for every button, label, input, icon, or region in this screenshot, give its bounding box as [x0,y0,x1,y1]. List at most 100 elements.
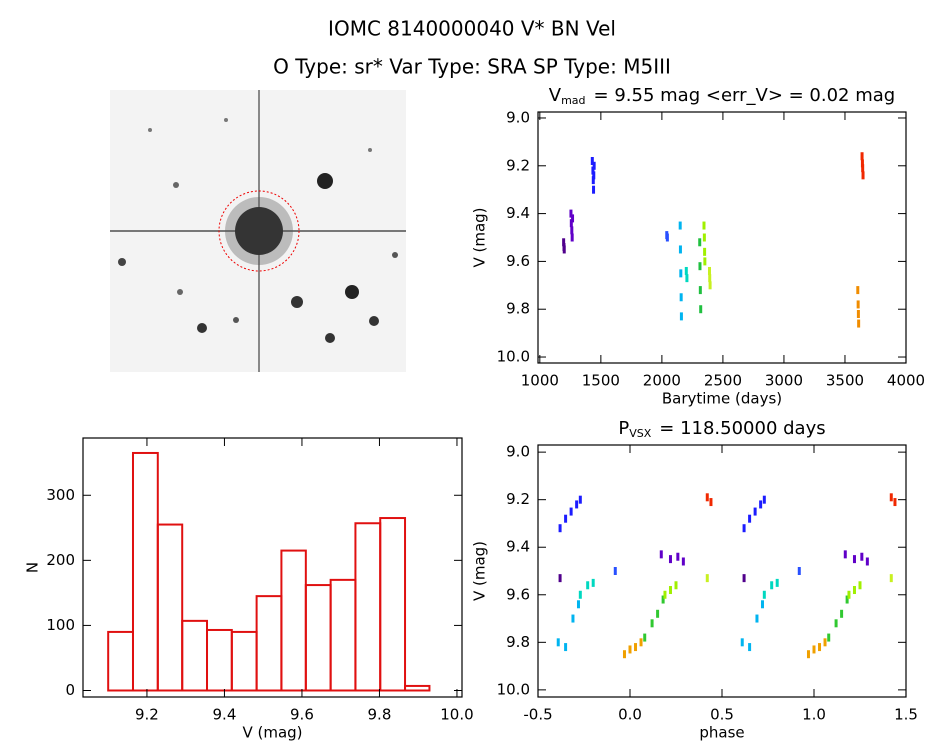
point [705,574,709,583]
point [753,507,757,516]
bar [107,630,134,692]
point [775,578,779,587]
point [650,619,654,628]
point [590,157,594,166]
bar [230,630,258,692]
point [678,245,682,254]
point [562,238,566,247]
point [564,643,568,652]
y-axis-label: V (mag) [471,207,489,267]
point [591,578,595,587]
point [656,609,660,618]
point [889,574,893,583]
bar [354,522,382,692]
point [762,590,766,599]
x-tick-label: 1.0 [802,706,826,724]
bar [329,578,357,692]
x-tick-label: 1500 [582,372,620,390]
point [698,286,702,295]
point [748,643,752,652]
y-tick-label: 9.4 [506,204,530,222]
figure-subtitle: O Type: sr* Var Type: SRA SP Type: M5III [273,55,671,79]
figure-title: IOMC 8140000040 V* BN Vel [328,17,616,41]
point [860,552,864,561]
point [639,638,643,647]
point [592,171,596,180]
point [748,514,752,523]
point [591,166,595,175]
point [628,645,632,654]
point [759,500,763,509]
point [861,171,865,180]
bar [181,619,209,692]
point [889,493,893,502]
x-axis-label: V (mag) [242,724,302,742]
point [852,555,856,564]
point [856,286,860,295]
point [699,305,703,314]
y-tick-label: 10.0 [497,680,530,698]
title-part: P [618,418,629,439]
point [681,557,685,566]
point [569,507,573,516]
x-axis-label: phase [699,724,744,742]
x-tick-label: 9.8 [368,706,392,724]
point [564,514,568,523]
point [856,309,860,318]
y-tick-label: 9.2 [506,490,530,508]
y-tick-label: 9.4 [506,538,530,556]
point [702,221,706,230]
x-tick-label: 9.6 [290,706,314,724]
point [827,633,831,642]
point [569,209,573,218]
point [708,274,712,283]
y-tick-label: 200 [46,551,75,569]
point [707,266,711,275]
point [558,524,562,533]
bar [404,684,431,692]
bar [206,628,233,692]
x-tick-label: 0.5 [710,706,734,724]
point [668,586,672,595]
x-tick-label: 2000 [643,372,681,390]
point [856,300,860,309]
point [893,498,897,507]
point [770,581,774,590]
bar [156,523,184,692]
x-tick-label: 3500 [826,372,864,390]
point [847,590,851,599]
y-tick-label: 100 [46,616,75,634]
bar [379,517,407,692]
point [591,176,595,185]
point [852,586,856,595]
point [685,274,689,283]
point [679,312,683,321]
x-tick-label: 2500 [704,372,742,390]
x-tick-label: -0.5 [523,706,552,724]
point [742,524,746,533]
point [674,581,678,590]
point [575,500,579,509]
point [684,266,688,275]
bar [304,584,332,692]
point [843,550,847,559]
sky-image [110,90,406,372]
point [558,574,562,583]
point [634,643,638,652]
point [613,567,617,575]
title-part: V [549,85,562,106]
point [661,595,665,604]
point [665,233,669,242]
x-tick-label: 0.0 [618,706,642,724]
bar [280,549,307,692]
point [578,590,582,599]
y-tick-label: 9.8 [506,300,530,318]
point [586,581,590,590]
point [861,164,865,173]
point [571,614,575,623]
title-part: = 9.55 mag <err_V> = 0.02 mag [594,85,896,106]
x-tick-label: 9.2 [135,706,159,724]
point [755,614,759,623]
point [576,600,580,609]
